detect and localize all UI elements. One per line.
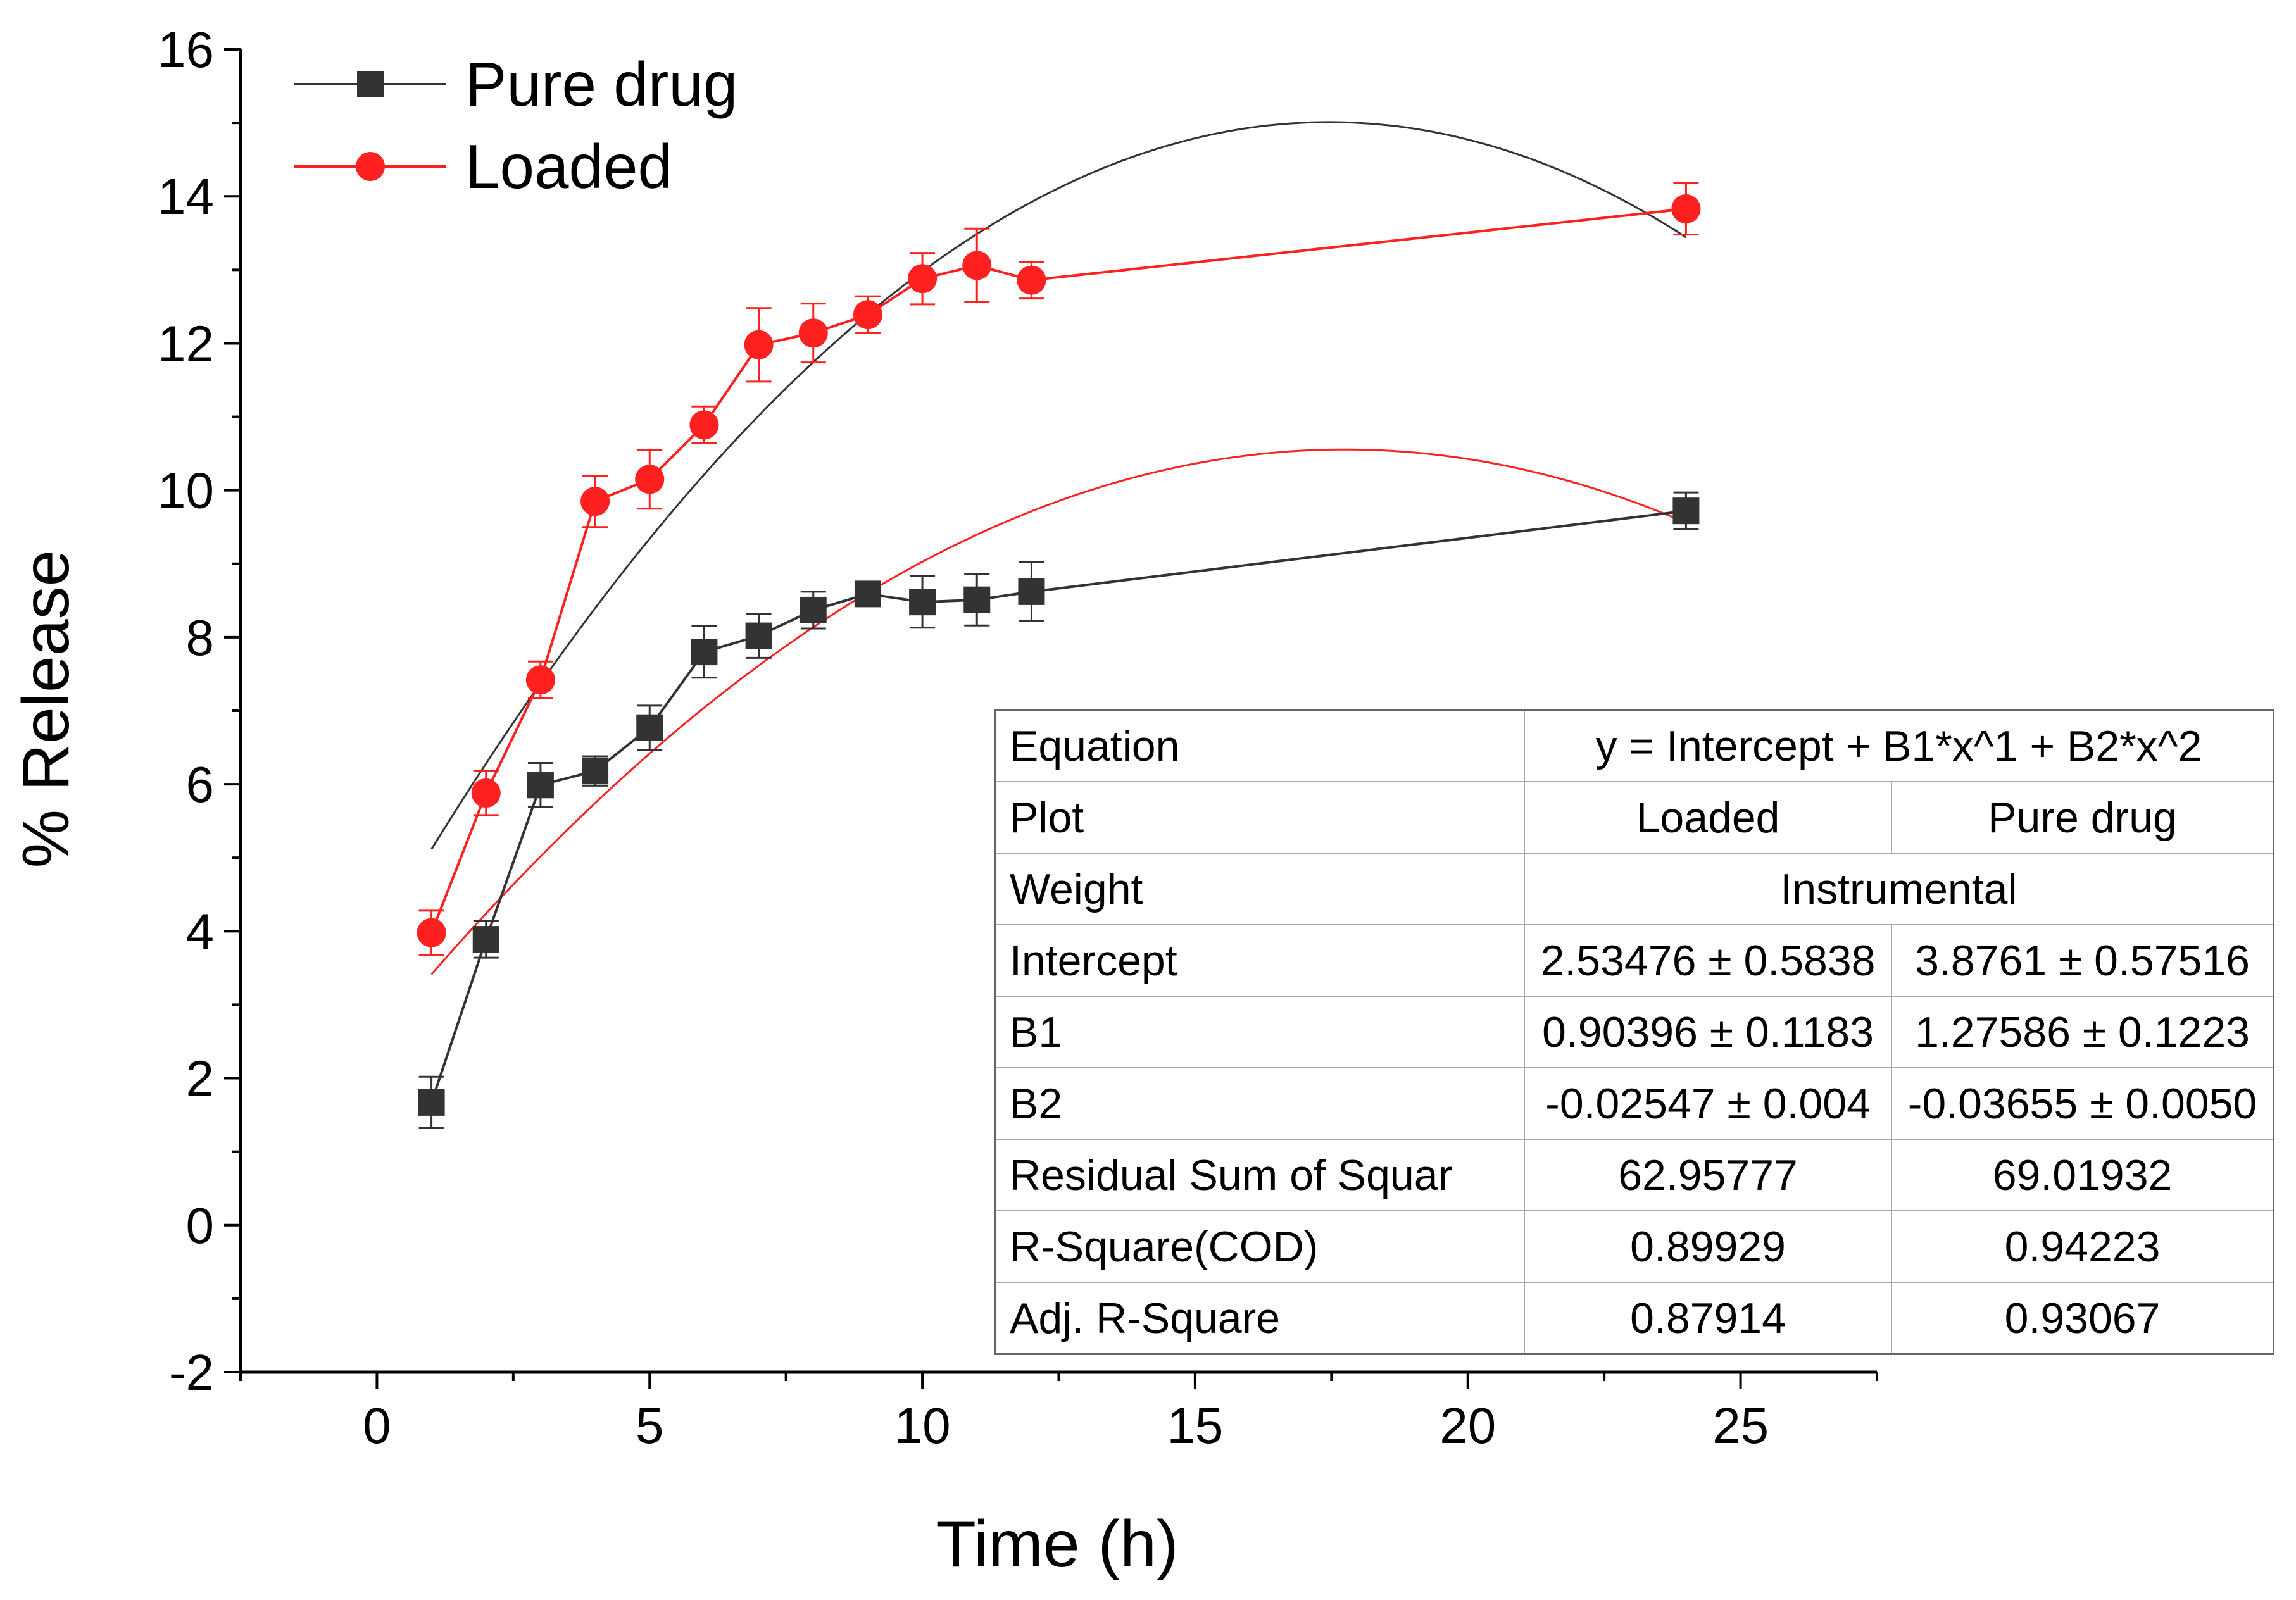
intercept-loaded: 2.53476 ± 0.5838	[1523, 924, 1893, 997]
rss-loaded: 62.95777	[1523, 1139, 1893, 1211]
data-point-loaded	[1671, 194, 1701, 223]
x-tick-label: 10	[894, 1397, 951, 1454]
row-label-adj-r-square: Adj. R-Square	[994, 1282, 1525, 1355]
table-row: Intercept 2.53476 ± 0.5838 3.8761 ± 0.57…	[994, 924, 2274, 997]
data-point-pure-drug	[1018, 578, 1045, 605]
x-tick-label: 15	[1167, 1397, 1223, 1454]
data-point-pure-drug	[472, 926, 499, 953]
data-point-loaded	[471, 778, 501, 808]
data-point-loaded	[908, 264, 938, 294]
table-row: R-Square(COD) 0.89929 0.94223	[994, 1210, 2274, 1283]
fit-curve-loaded	[430, 448, 1686, 975]
b2-loaded: -0.02547 ± 0.004	[1523, 1067, 1893, 1140]
b1-pure-drug: 1.27586 ± 0.1223	[1891, 996, 2274, 1068]
data-point-pure-drug	[691, 639, 718, 666]
y-tick-label: -2	[169, 1344, 214, 1401]
data-point-loaded	[635, 465, 665, 494]
data-point-pure-drug	[418, 1089, 445, 1116]
b2-pure-drug: -0.03655 ± 0.0050	[1891, 1067, 2274, 1140]
table-row: Adj. R-Square 0.87914 0.93067	[994, 1282, 2274, 1355]
x-tick-label: 0	[363, 1397, 391, 1454]
y-tick-label: 4	[186, 903, 215, 959]
legend-marker-loaded	[356, 152, 385, 181]
table-row: Plot Loaded Pure drug	[994, 781, 2274, 854]
x-tick-label: 5	[636, 1397, 664, 1454]
y-axis-title: % Release	[9, 550, 83, 868]
data-point-pure-drug	[909, 589, 936, 616]
y-tick-label: 14	[158, 168, 214, 225]
plot-loaded: Loaded	[1523, 781, 1893, 854]
data-point-loaded	[853, 300, 882, 330]
data-point-pure-drug	[636, 714, 663, 741]
row-label-b1: B1	[994, 996, 1525, 1068]
x-tick-label: 20	[1440, 1397, 1496, 1454]
row-label-weight: Weight	[994, 853, 1525, 925]
r-square-pure-drug: 0.94223	[1891, 1210, 2274, 1283]
legend-marker-pure-drug	[357, 71, 384, 97]
legend-label-pure-drug: Pure drug	[465, 49, 737, 119]
y-tick-label: 0	[186, 1197, 215, 1254]
row-label-equation: Equation	[994, 709, 1525, 782]
data-point-loaded	[1017, 265, 1046, 295]
row-label-plot: Plot	[994, 781, 1525, 854]
row-label-intercept: Intercept	[994, 924, 1525, 997]
table-row: B2 -0.02547 ± 0.004 -0.03655 ± 0.0050	[994, 1067, 2274, 1140]
data-point-loaded	[689, 410, 719, 440]
table-row: Weight Instrumental	[994, 853, 2274, 925]
row-label-r-square: R-Square(COD)	[994, 1210, 1525, 1283]
data-point-loaded	[580, 487, 610, 516]
y-tick-label: 12	[158, 315, 214, 372]
data-point-pure-drug	[854, 580, 881, 608]
data-point-loaded	[417, 918, 446, 947]
data-point-loaded	[744, 330, 774, 359]
data-point-pure-drug	[745, 622, 772, 649]
data-point-pure-drug	[963, 586, 991, 613]
legend-label-loaded: Loaded	[465, 132, 672, 201]
data-point-loaded	[525, 665, 555, 695]
data-point-loaded	[798, 318, 828, 348]
data-point-pure-drug	[527, 772, 554, 799]
weight-value: Instrumental	[1524, 853, 2274, 925]
y-tick-label: 6	[186, 756, 215, 813]
data-point-loaded	[962, 251, 992, 280]
fit-results-table: Equation y = Intercept + B1*x^1 + B2*x^2…	[994, 709, 2274, 1355]
adj-r-square-loaded: 0.87914	[1523, 1282, 1893, 1355]
y-tick-label: 16	[158, 22, 214, 78]
intercept-pure-drug: 3.8761 ± 0.57516	[1891, 924, 2274, 997]
b1-loaded: 0.90396 ± 0.1183	[1523, 996, 1893, 1068]
row-label-rss: Residual Sum of Squar	[994, 1139, 1525, 1211]
y-tick-label: 8	[186, 609, 215, 666]
x-tick-label: 25	[1712, 1397, 1769, 1454]
row-label-b2: B2	[994, 1067, 1525, 1140]
fit-curve-pure-drug	[430, 121, 1687, 850]
equation-value: y = Intercept + B1*x^1 + B2*x^2	[1524, 709, 2274, 782]
y-tick-label: 10	[158, 463, 214, 519]
table-row: Residual Sum of Squar 62.95777 69.01932	[994, 1139, 2274, 1211]
r-square-loaded: 0.89929	[1523, 1210, 1893, 1283]
legend: Pure drug Loaded	[294, 49, 737, 201]
table-row: B1 0.90396 ± 0.1183 1.27586 ± 0.1223	[994, 996, 2274, 1068]
plot-pure-drug: Pure drug	[1891, 781, 2274, 854]
x-axis-title: Time (h)	[936, 1508, 1178, 1581]
y-tick-label: 2	[186, 1051, 215, 1107]
data-point-pure-drug	[800, 596, 827, 623]
data-point-pure-drug	[1672, 497, 1700, 525]
adj-r-square-pure-drug: 0.93067	[1891, 1282, 2274, 1355]
table-row: Equation y = Intercept + B1*x^1 + B2*x^2	[994, 709, 2274, 782]
rss-pure-drug: 69.01932	[1891, 1139, 2274, 1211]
data-point-pure-drug	[582, 758, 609, 785]
